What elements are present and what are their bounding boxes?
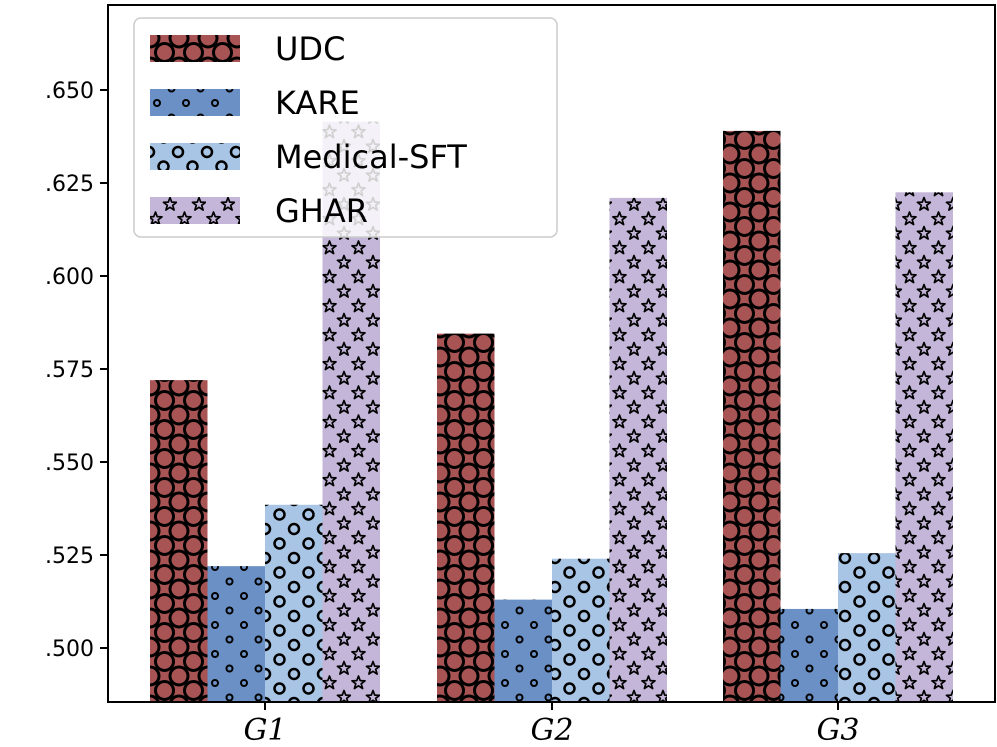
- bar-hatch: [723, 130, 781, 703]
- y-axis: .500 .525 .550 .575 .600 .625 .650: [45, 79, 108, 662]
- y-tick-label: .525: [45, 544, 94, 569]
- y-tick-label: .575: [45, 358, 94, 383]
- bar-hatch: [780, 608, 838, 702]
- legend-label-udc: UDC: [275, 30, 345, 68]
- bar-hatch: [494, 599, 552, 702]
- legend-label-ghar: GHAR: [275, 192, 368, 230]
- x-tick-label: G2: [530, 713, 573, 747]
- y-tick-label: .625: [45, 172, 94, 197]
- x-tick-label: G1: [243, 713, 286, 747]
- bar-hatch: [552, 558, 610, 702]
- bar-hatch: [838, 553, 896, 702]
- legend-swatch-hatch: [150, 89, 240, 116]
- x-axis: G1 G2 G3: [243, 702, 860, 747]
- bar-hatch: [150, 380, 208, 702]
- legend: UDC KARE Medical-SFT GHAR: [133, 17, 558, 238]
- legend-swatch-hatch: [150, 35, 240, 62]
- bar-hatch: [265, 504, 323, 702]
- bar-hatch: [609, 197, 667, 702]
- y-tick-label: .500: [45, 637, 94, 662]
- y-tick-label: .650: [45, 79, 94, 104]
- bar-hatch: [207, 566, 265, 702]
- legend-label-kare: KARE: [275, 84, 360, 122]
- bar-hatch: [895, 192, 953, 703]
- y-tick-label: .550: [45, 451, 94, 476]
- legend-label-medical-sft: Medical-SFT: [275, 138, 467, 176]
- legend-swatch-hatch: [150, 143, 240, 170]
- bars: [150, 121, 953, 703]
- x-tick-label: G3: [816, 713, 859, 747]
- legend-frame: [133, 17, 558, 238]
- y-tick-label: .600: [45, 265, 94, 290]
- legend-swatch-hatch: [150, 197, 240, 224]
- bar-hatch: [437, 333, 495, 702]
